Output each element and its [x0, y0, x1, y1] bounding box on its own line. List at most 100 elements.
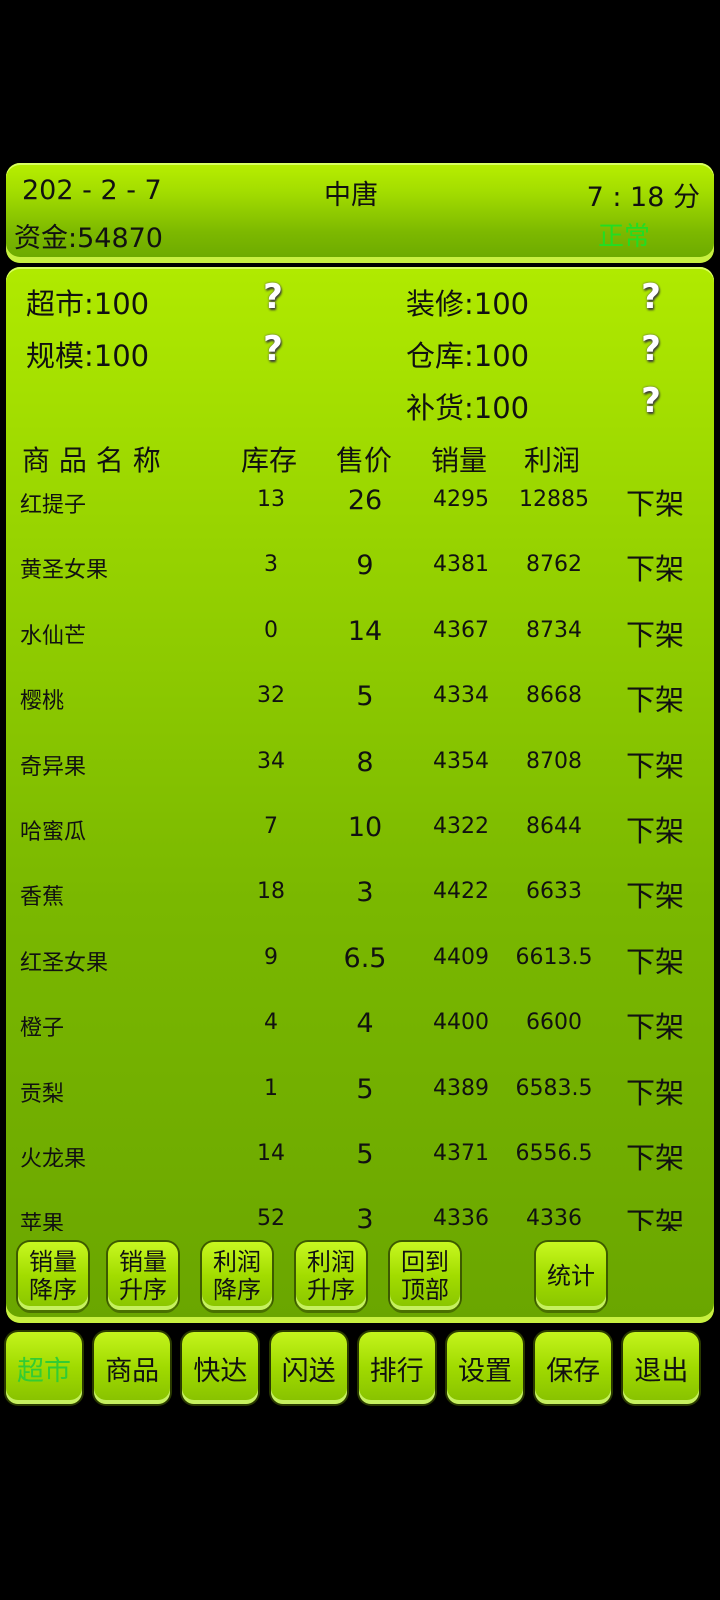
button-label: 回到 顶部	[401, 1248, 449, 1304]
nav-tab-3[interactable]: 闪送	[270, 1332, 347, 1404]
back-to-top-button[interactable]: 回到 顶部	[390, 1242, 460, 1310]
cell-price: 5	[356, 1139, 374, 1170]
supermarket-level: 超市:100	[26, 287, 150, 321]
cell-sales: 4322	[433, 814, 489, 839]
delist-button[interactable]: 下架	[625, 1075, 685, 1110]
table-row[interactable]: 红圣女果 9 6.5 4409 6613.5 下架	[6, 939, 714, 979]
cell-price: 5	[356, 681, 374, 713]
cell-stock: 18	[257, 879, 285, 905]
era-label: 中唐	[324, 180, 378, 211]
cell-sales: 4371	[433, 1141, 489, 1166]
cell-sales: 4381	[433, 552, 489, 578]
cell-stock: 0	[264, 617, 278, 643]
nav-label: 超市	[17, 1355, 71, 1387]
delist-button[interactable]: 下架	[625, 1010, 685, 1045]
delist-button[interactable]: 下架	[625, 944, 685, 979]
cell-name: 香蕉	[20, 885, 65, 911]
cell-name: 樱桃	[20, 689, 65, 715]
cell-stock: 7	[264, 814, 278, 839]
warehouse-level: 仓库:100	[406, 339, 530, 373]
decoration-level: 装修:100	[406, 287, 530, 321]
cell-stock: 52	[257, 1206, 285, 1231]
cell-profit: 12885	[519, 487, 589, 512]
profit-asc-button[interactable]: 利润 升序	[296, 1242, 366, 1310]
delist-button[interactable]: 下架	[625, 1206, 685, 1231]
statistics-button[interactable]: 统计	[536, 1242, 606, 1310]
cell-name: 橙子	[20, 1016, 65, 1042]
nav-label: 退出	[634, 1355, 689, 1387]
sales-asc-button[interactable]: 销量 升序	[108, 1242, 178, 1310]
cell-price: 8	[356, 746, 374, 778]
cell-price: 3	[356, 1204, 374, 1231]
col-price: 售价	[336, 444, 393, 477]
nav-tab-1[interactable]: 商品	[94, 1332, 171, 1404]
help-icon[interactable]: ?	[641, 277, 661, 317]
header-panel: 202 - 2 - 7 中唐 7 : 18 分 资金:54870 正常	[6, 163, 714, 263]
delist-button[interactable]: 下架	[625, 683, 685, 718]
table-row[interactable]: 水仙芒 0 14 4367 8734 下架	[6, 612, 714, 652]
nav-label: 闪送	[281, 1355, 336, 1387]
cell-stock: 1	[264, 1075, 278, 1101]
nav-label: 快达	[193, 1355, 248, 1387]
delist-button[interactable]: 下架	[625, 814, 685, 848]
cell-profit: 8668	[526, 683, 582, 709]
cell-stock: 13	[257, 487, 285, 512]
cell-stock: 3	[264, 552, 278, 578]
cell-sales: 4336	[433, 1206, 489, 1231]
cell-price: 14	[347, 615, 383, 647]
button-label: 销量 升序	[119, 1248, 167, 1304]
help-icon[interactable]: ?	[641, 381, 661, 421]
nav-tab-7[interactable]: 退出	[623, 1332, 700, 1404]
delist-button[interactable]: 下架	[625, 617, 685, 652]
table-row[interactable]: 火龙果 14 5 4371 6556.5 下架	[6, 1135, 714, 1175]
product-list[interactable]: 红提子 13 26 4295 12885 下架 黄圣女果 3 9 4381 8762 下架 水仙芒 0 14…	[6, 477, 714, 1231]
cell-stock: 4	[264, 1010, 278, 1036]
table-row[interactable]: 奇异果 34 8 4354 8708 下架	[6, 743, 714, 783]
nav-tab-4[interactable]: 排行	[358, 1332, 435, 1404]
cell-sales: 4422	[433, 879, 489, 905]
button-label: 销量 降序	[29, 1248, 77, 1304]
nav-label: 商品	[105, 1355, 160, 1387]
table-row[interactable]: 苹果 52 3 4336 4336 下架	[6, 1200, 714, 1231]
table-row[interactable]: 哈蜜瓜 7 10 4322 8644 下架	[6, 808, 714, 848]
cell-name: 火龙果	[20, 1147, 87, 1172]
cell-name: 黄圣女果	[20, 558, 109, 584]
delist-button[interactable]: 下架	[625, 487, 685, 521]
nav-tab-0[interactable]: 超市	[6, 1332, 82, 1404]
nav-tab-2[interactable]: 快达	[182, 1332, 259, 1404]
sales-desc-button[interactable]: 销量 降序	[18, 1242, 88, 1310]
profit-desc-button[interactable]: 利润 降序	[202, 1242, 272, 1310]
cell-sales: 4389	[433, 1075, 489, 1101]
col-profit: 利润	[524, 444, 581, 477]
help-icon[interactable]: ?	[263, 277, 283, 317]
cell-name: 红圣女果	[20, 950, 109, 976]
col-name: 商 品 名 称	[22, 444, 161, 477]
nav-label: 保存	[546, 1355, 601, 1387]
scale-level: 规模:100	[26, 339, 150, 373]
table-row[interactable]: 橙子 4 4 4400 6600 下架	[6, 1004, 714, 1044]
cell-name: 奇异果	[20, 754, 87, 780]
table-row[interactable]: 黄圣女果 3 9 4381 8762 下架	[6, 546, 714, 586]
table-row[interactable]: 红提子 13 26 4295 12885 下架	[6, 481, 714, 521]
table-row[interactable]: 香蕉 18 3 4422 6633 下架	[6, 873, 714, 913]
cell-profit: 6583.5	[515, 1075, 593, 1101]
funds-label: 资金:54870	[14, 223, 163, 254]
nav-tab-6[interactable]: 保存	[535, 1332, 612, 1404]
cell-profit: 8762	[526, 552, 582, 578]
cell-profit: 8644	[526, 814, 582, 839]
help-icon[interactable]: ?	[263, 329, 283, 369]
nav-tab-5[interactable]: 设置	[447, 1332, 523, 1404]
delist-button[interactable]: 下架	[625, 1141, 685, 1175]
status-label: 正常	[598, 222, 651, 252]
cell-stock: 14	[257, 1141, 285, 1166]
help-icon[interactable]: ?	[641, 329, 661, 369]
button-label: 统计	[547, 1262, 595, 1290]
cell-stock: 9	[264, 944, 278, 970]
cell-sales: 4367	[433, 617, 489, 643]
delist-button[interactable]: 下架	[625, 879, 685, 914]
table-row[interactable]: 樱桃 32 5 4334 8668 下架	[6, 677, 714, 717]
delist-button[interactable]: 下架	[625, 748, 685, 783]
table-row[interactable]: 贡梨 1 5 4389 6583.5 下架	[6, 1070, 714, 1110]
delist-button[interactable]: 下架	[625, 552, 685, 587]
cell-sales: 4295	[433, 487, 489, 512]
